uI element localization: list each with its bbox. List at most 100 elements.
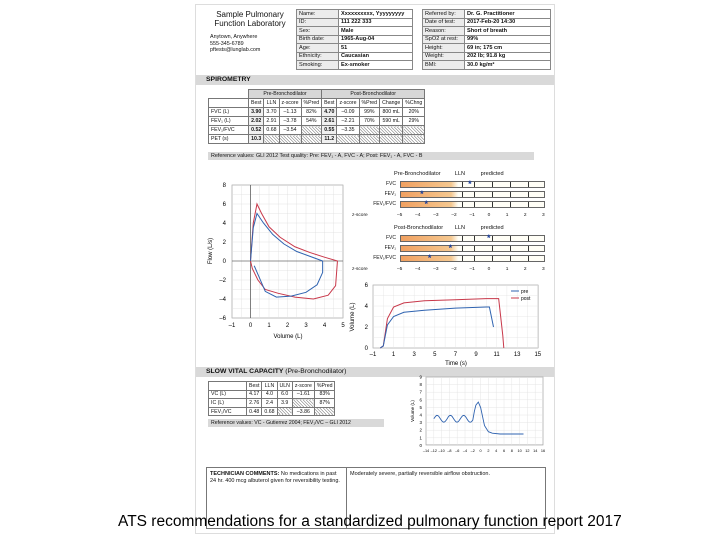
zscore-gridline <box>473 182 475 187</box>
y-tick-label: 0 <box>420 443 423 448</box>
info-label: Height: <box>422 43 465 53</box>
table-cell <box>300 125 323 135</box>
x-tick-label: 12 <box>525 449 529 453</box>
table-row: PET (s) 10.3 11.2 <box>208 134 426 144</box>
y-tick-label: 2 <box>420 428 423 433</box>
table-cell: 10.3 <box>247 134 265 144</box>
x-tick-label: –8 <box>447 449 451 453</box>
lab-name-line-2: Function Laboratory <box>214 19 286 28</box>
table-cell: 2.61 <box>321 116 338 126</box>
bar-label: FEV₁/FVC <box>373 255 396 261</box>
pre-bd-header: Pre-Bronchodilator <box>247 89 323 99</box>
y-tick-label: 4 <box>420 413 423 418</box>
zscore-tick: –1 <box>469 213 475 218</box>
info-value: Ex-smoker <box>338 60 413 70</box>
info-label: Birth date: <box>296 34 339 44</box>
zscore-tick: –2 <box>451 213 457 218</box>
table-cell: –1.61 <box>291 389 315 400</box>
legend-pre: pre <box>521 289 528 295</box>
table-cell <box>291 398 315 408</box>
lab-name-line-1: Sample Pulmonary <box>216 10 284 19</box>
bar-label: FVC <box>386 181 396 187</box>
zscore-tick: 0 <box>487 213 491 218</box>
x-tick-label: –6 <box>455 449 459 453</box>
table-cell <box>263 134 280 144</box>
info-value: 30.0 kg/m² <box>464 60 551 70</box>
x-tick-label: –10 <box>438 449 444 453</box>
bar-label: FVC <box>386 235 396 241</box>
table-row: FEV₁/VC 0.48 0.68 –3.86 <box>208 406 336 417</box>
y-tick-label: 6 <box>223 202 227 208</box>
zscore-gridline <box>491 246 493 251</box>
zscore-tick: –2 <box>451 267 457 272</box>
info-label: Weight: <box>422 51 465 61</box>
x-tick-label: 2 <box>286 323 290 329</box>
x-tick-label: 15 <box>534 352 541 358</box>
pre-bd-loop <box>250 212 323 262</box>
table-cell: 0.55 <box>321 125 338 135</box>
x-tick-label: 3 <box>304 323 308 329</box>
info-value: 2017-Feb-20 14:30 <box>464 17 551 27</box>
predicted-label: predicted <box>480 171 504 177</box>
col-header: Change <box>379 98 404 108</box>
zscore-gridline <box>491 236 493 241</box>
zscore-tick: 1 <box>505 213 509 218</box>
zscore-gridline <box>461 192 463 197</box>
zscore-marker: * <box>420 189 424 199</box>
spirometry-section-title: SPIROMETRY <box>196 75 554 85</box>
table-cell: –2.21 <box>336 116 360 126</box>
bar-label: FEV₁ <box>384 191 396 197</box>
y-tick-label: 0 <box>223 259 227 265</box>
table-cell: 3.70 <box>263 107 280 117</box>
table-row: IC (L) 2.76 2.4 3.9 87% <box>208 398 336 408</box>
zscore-gridline <box>473 236 475 241</box>
info-value: Male <box>338 26 413 36</box>
zscore-gridline <box>491 192 493 197</box>
col-header: %Chng <box>402 98 426 108</box>
comments-text: No medications in past 24 hr. 400 mcg al… <box>210 471 340 484</box>
info-value: 51 <box>338 43 413 53</box>
zscore-bar: * <box>400 189 545 199</box>
info-label: Referred by: <box>422 9 465 19</box>
zscore-gridline <box>527 236 529 241</box>
table-cell <box>336 134 360 144</box>
row-label: VC (L) <box>208 389 247 400</box>
table-cell: 4.17 <box>245 389 263 400</box>
table-row: FEV₁ (L) 2.02 2.91 –3.78 54% 2.61 –2.21 70% 590 … <box>208 116 426 126</box>
lln-label: LLN <box>454 225 466 231</box>
zscore-gridline <box>509 182 511 187</box>
y-tick-label: 9 <box>420 375 423 380</box>
x-tick-label: 0 <box>249 323 253 329</box>
bar-group-title: Pre-Bronchodilator <box>394 171 441 177</box>
predicted-label: predicted <box>480 225 504 231</box>
x-tick-label: 4 <box>323 323 327 329</box>
post-bd-loop <box>250 202 338 300</box>
spirometry-table: Pre-Bronchodilator Post-Bronchodilator B… <box>208 89 426 144</box>
y-axis-label: Volume (L) <box>350 302 356 331</box>
lab-info: Sample Pulmonary Function Laboratory Any… <box>206 10 294 54</box>
table-cell: 0.52 <box>247 125 265 135</box>
post-bd-curve <box>379 298 505 349</box>
zscore-gridline <box>473 192 475 197</box>
row-label: FEV₁/VC <box>208 406 247 417</box>
zscore-gridline <box>527 192 529 197</box>
x-tick-label: –12 <box>431 449 437 453</box>
lab-phone: 555-345-6789 <box>210 40 244 47</box>
table-cell: 87% <box>313 398 336 408</box>
y-tick-label: 3 <box>420 420 423 425</box>
zscore-gridline <box>461 202 463 207</box>
col-header: Best <box>321 98 338 108</box>
table-cell: 2.4 <box>261 398 278 408</box>
x-tick-label: 0 <box>480 449 482 453</box>
table-cell <box>379 134 404 144</box>
zscore-tick: –5 <box>397 213 403 218</box>
x-tick-label: 14 <box>533 449 537 453</box>
x-tick-label: 1 <box>267 323 271 329</box>
spirometry-reference: Reference values: GLI 2012 Test quality:… <box>208 152 534 160</box>
table-cell: 70% <box>358 116 381 126</box>
x-tick-label: 16 <box>541 449 545 453</box>
x-tick-label: 3 <box>413 352 417 358</box>
table-cell: 20% <box>402 107 426 117</box>
y-tick-label: 6 <box>365 283 369 289</box>
zscore-gridline <box>473 256 475 261</box>
